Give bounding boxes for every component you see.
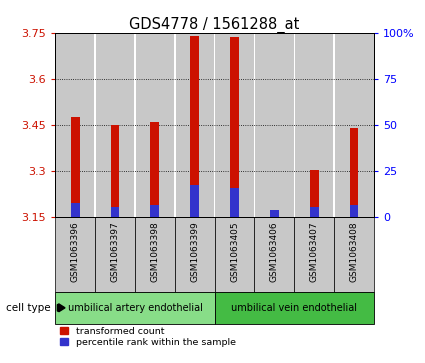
Bar <box>270 209 279 217</box>
Bar <box>95 217 135 292</box>
Bar <box>310 207 319 217</box>
Text: cell type: cell type <box>6 303 51 313</box>
Text: umbilical vein endothelial: umbilical vein endothelial <box>231 303 357 313</box>
Bar <box>254 33 255 217</box>
Bar <box>255 33 294 217</box>
Bar <box>150 122 159 217</box>
Bar <box>110 207 119 217</box>
Text: umbilical artery endothelial: umbilical artery endothelial <box>68 303 202 313</box>
Bar <box>215 33 255 217</box>
Text: GSM1063405: GSM1063405 <box>230 221 239 282</box>
Bar <box>135 217 175 292</box>
Bar <box>214 33 215 217</box>
Bar <box>215 217 255 292</box>
Bar <box>334 217 374 292</box>
Bar <box>95 33 135 217</box>
Bar <box>110 125 119 217</box>
Bar <box>334 33 374 217</box>
Bar <box>55 217 95 292</box>
Bar <box>134 33 136 217</box>
Bar <box>350 205 358 217</box>
Bar <box>94 33 96 217</box>
Bar <box>71 117 79 217</box>
Bar <box>215 292 374 324</box>
Title: GDS4778 / 1561288_at: GDS4778 / 1561288_at <box>130 16 300 33</box>
Bar <box>230 37 239 217</box>
Text: GSM1063398: GSM1063398 <box>150 221 159 282</box>
Bar <box>230 188 239 217</box>
Bar <box>190 36 199 217</box>
Bar <box>55 33 95 217</box>
Bar <box>174 33 176 217</box>
Bar <box>333 33 335 217</box>
Text: GSM1063396: GSM1063396 <box>71 221 79 282</box>
Text: GSM1063399: GSM1063399 <box>190 221 199 282</box>
Bar <box>310 170 319 217</box>
Legend: transformed count, percentile rank within the sample: transformed count, percentile rank withi… <box>60 327 236 347</box>
Bar <box>150 205 159 217</box>
Bar <box>175 33 215 217</box>
Bar <box>294 217 334 292</box>
Bar <box>294 33 295 217</box>
Text: GSM1063397: GSM1063397 <box>110 221 119 282</box>
Bar <box>190 185 199 217</box>
Text: GSM1063406: GSM1063406 <box>270 221 279 282</box>
Bar <box>350 128 358 217</box>
Bar <box>135 33 175 217</box>
Bar <box>71 203 79 217</box>
Text: GSM1063407: GSM1063407 <box>310 221 319 282</box>
Text: GSM1063408: GSM1063408 <box>350 221 359 282</box>
Bar <box>294 33 334 217</box>
Bar <box>270 213 279 217</box>
Bar <box>255 217 294 292</box>
Bar <box>175 217 215 292</box>
Bar <box>55 292 215 324</box>
